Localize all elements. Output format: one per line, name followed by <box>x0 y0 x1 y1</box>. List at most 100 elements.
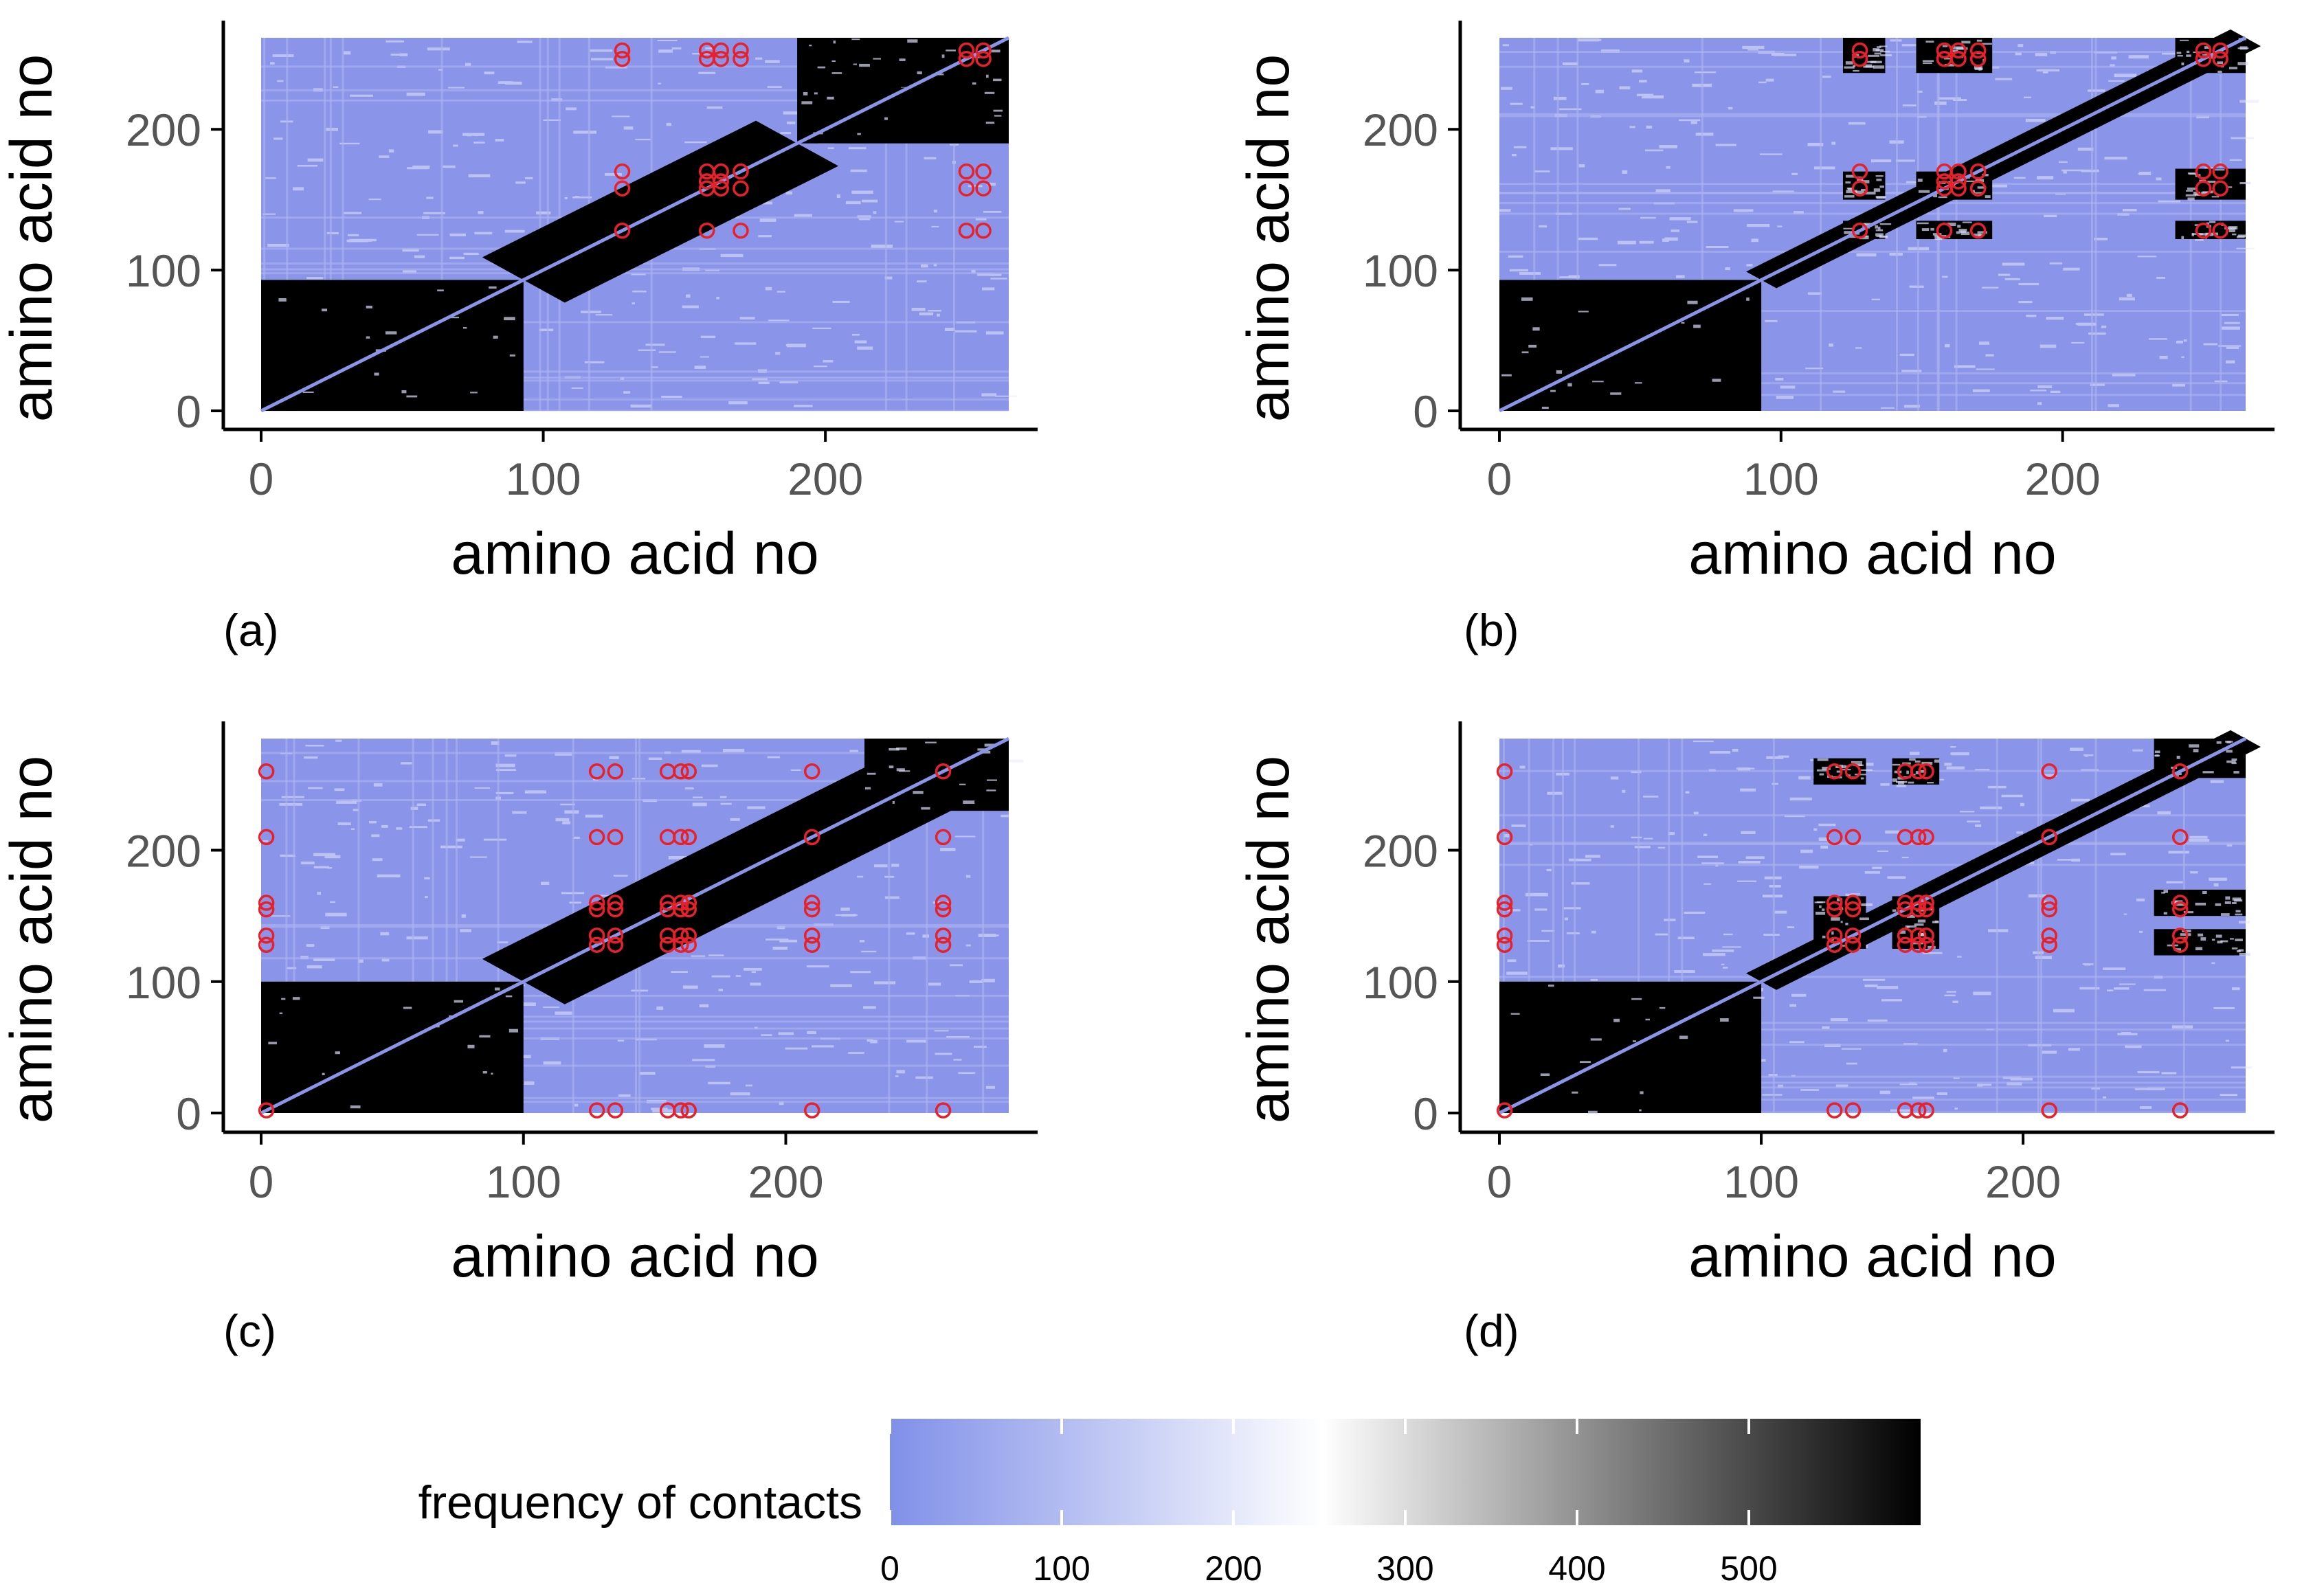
contact-marker <box>1844 928 1862 944</box>
panel-a-contact-map: 0 100 200 0 100 200 amino acid no amino acid no… <box>0 21 1038 655</box>
contact-marker <box>1969 180 1987 196</box>
contact-marker <box>1950 50 1967 67</box>
contact-marker <box>733 42 749 59</box>
contact-marker <box>1826 895 1843 911</box>
contact-marker <box>680 936 697 953</box>
contact-marker <box>588 936 605 953</box>
contact-marker <box>1844 763 1862 780</box>
contact-marker <box>1910 829 1927 846</box>
colorbar-legend: frequency of contacts 0 100 200 300 400 500 <box>418 1419 1921 1588</box>
contact-marker <box>607 901 624 918</box>
contact-marker <box>1918 829 1934 846</box>
contact-marker <box>2041 1102 2057 1119</box>
contact-marker <box>2212 50 2228 67</box>
x-axis-label: amino acid no <box>451 521 818 587</box>
contact-marker <box>1844 1102 1862 1119</box>
contact-marker <box>2041 829 2057 846</box>
contact-marker <box>1918 928 1934 944</box>
contact-marker <box>607 936 624 953</box>
contact-marker <box>713 163 729 180</box>
contact-marker <box>1496 901 1513 918</box>
x-tick-label: 200 <box>748 1156 823 1207</box>
contact-marker <box>935 901 952 918</box>
x-tick-label: 200 <box>2025 453 2101 504</box>
contact-marker <box>588 1102 605 1119</box>
diagonal-line <box>1498 737 2247 1115</box>
contact-marker <box>1918 763 1934 780</box>
contact-marker <box>2212 163 2228 180</box>
y-tick-label: 200 <box>1363 104 1438 155</box>
contact-marker <box>803 763 820 780</box>
contact-marker <box>1910 1102 1927 1119</box>
contact-marker <box>680 901 697 918</box>
contact-marker <box>713 42 729 59</box>
contact-marker <box>673 763 689 780</box>
contact-marker <box>1496 1102 1513 1119</box>
diagonal-line <box>260 36 1010 413</box>
contact-marker <box>803 1102 820 1119</box>
contact-marker <box>1826 763 1843 780</box>
x-tick-label: 100 <box>1743 453 1819 504</box>
colorbar-gradient <box>890 1419 1921 1525</box>
contact-marker <box>607 1102 624 1119</box>
colorbar-tick-label: 100 <box>1033 1549 1090 1588</box>
x-tick-label: 0 <box>249 453 274 504</box>
contact-marker <box>2041 901 2057 918</box>
contact-marker <box>1918 895 1934 911</box>
contact-marker <box>1496 895 1513 911</box>
contact-marker <box>1969 42 1987 59</box>
panel-b-contact-map: 0 100 200 0 100 200 amino acid no amino acid no… <box>1236 21 2275 655</box>
y-tick-label: 0 <box>1413 1088 1438 1139</box>
contact-marker <box>2195 222 2212 239</box>
contact-marker <box>733 180 749 196</box>
contact-marker <box>680 1102 697 1119</box>
contact-marker <box>1851 42 1868 59</box>
contact-marker <box>958 50 975 67</box>
contact-marker <box>607 895 624 911</box>
contact-marker <box>588 895 605 911</box>
contact-marker <box>958 163 975 180</box>
contact-marker <box>975 222 992 239</box>
contact-marker <box>258 901 275 918</box>
contact-marker <box>673 1102 689 1119</box>
colorbar-tick-label: 200 <box>1205 1549 1262 1588</box>
contact-marker <box>935 1102 952 1119</box>
y-axis-label: amino acid no <box>1236 54 1301 422</box>
contact-marker <box>1826 1102 1843 1119</box>
contact-marker <box>935 928 952 944</box>
x-tick-label: 0 <box>1487 453 1512 504</box>
contact-marker <box>1950 173 1967 190</box>
contact-marker <box>607 829 624 846</box>
contact-marker <box>975 180 992 196</box>
y-tick-label: 100 <box>126 957 201 1008</box>
contact-marker <box>588 901 605 918</box>
contact-marker <box>1851 180 1868 196</box>
contact-marker <box>958 180 975 196</box>
contact-marker <box>680 895 697 911</box>
x-tick-label: 100 <box>506 453 581 504</box>
contact-marker <box>975 50 992 67</box>
x-axis-label: amino acid no <box>1688 1224 2056 1290</box>
contact-marker <box>2195 50 2212 67</box>
contact-marker <box>958 42 975 59</box>
contact-marker <box>2041 763 2057 780</box>
contact-marker <box>1910 928 1927 944</box>
panel-c-contact-map: 0 100 200 0 100 200 amino acid no amino acid no… <box>0 721 1038 1356</box>
contact-marker <box>713 173 729 190</box>
contact-marker <box>713 50 729 67</box>
contact-marker <box>680 928 697 944</box>
contact-marker <box>713 180 729 196</box>
y-tick-label: 200 <box>126 104 201 155</box>
contact-marker <box>1496 829 1513 846</box>
contact-marker <box>803 901 820 918</box>
contact-marker <box>588 763 605 780</box>
contact-marker <box>698 222 715 239</box>
y-axis-label: amino acid no <box>0 54 65 422</box>
panel-label: (a) <box>223 605 279 655</box>
contact-marker <box>258 829 275 846</box>
contact-marker <box>1950 163 1967 180</box>
y-tick-label: 200 <box>1363 826 1438 877</box>
contact-marker <box>1851 50 1868 67</box>
panel-label: (b) <box>1464 605 1519 655</box>
